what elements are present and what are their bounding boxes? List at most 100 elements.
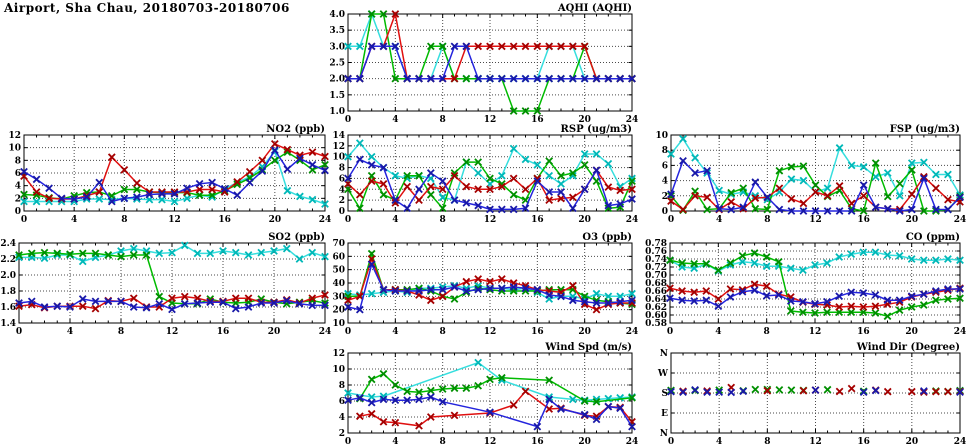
data-point-marker [220,184,229,193]
x-tick-label: 24 [626,115,639,125]
data-point-marker [170,197,179,206]
data-point-marker [321,200,329,208]
data-point-marker [168,305,176,314]
data-point-marker [568,169,577,177]
data-point-marker [391,381,400,389]
data-point-marker [751,204,760,213]
data-point-marker [391,10,400,18]
data-point-marker [438,292,447,301]
data-point-marker [944,205,952,214]
data-point-marker [715,388,724,396]
x-tick-label: 0 [345,327,351,337]
y-tick-label: 6 [339,174,345,184]
x-tick-label: 12 [166,327,179,337]
data-point-marker [367,260,376,269]
plot-frame [670,134,961,212]
data-point-marker [129,303,138,311]
data-point-marker [859,388,868,396]
data-point-marker [509,107,518,115]
data-point-marker [40,254,49,263]
data-point-marker [895,251,904,260]
data-point-marker [282,244,291,253]
data-point-marker [450,171,459,180]
data-point-marker [426,74,435,83]
data-point-marker [117,247,125,255]
data-point-marker [679,156,687,165]
data-point-marker [823,184,832,193]
data-point-marker [762,282,771,291]
data-point-marker [568,74,577,83]
data-point-marker [438,193,447,202]
data-point-marker [883,169,892,177]
data-point-marker [726,293,735,301]
data-point-marker [379,42,388,51]
data-point-marker [616,404,625,413]
y-tick-label: 2 [339,429,345,439]
data-point-marker [462,42,471,51]
data-point-marker [592,289,601,298]
data-point-marker [107,197,116,206]
data-point-marker [715,204,724,213]
data-point-marker [486,74,494,83]
data-point-marker [907,303,916,311]
x-tick-label: 24 [319,215,332,225]
data-point-marker [907,166,916,174]
data-point-marker [486,408,494,417]
data-point-marker [355,190,364,199]
data-point-marker [847,161,856,170]
series-blue [344,42,636,83]
data-point-marker [871,386,880,395]
data-point-marker [811,309,819,317]
data-point-marker [557,42,565,51]
data-point-marker [859,191,868,200]
y-tick-label: 4 [15,182,21,192]
data-point-marker [932,205,940,214]
y-tick-label: 6 [339,397,345,407]
series-blue [344,155,636,214]
panel-o3: 0 4 8 12 16 20 24 10 20 30 40 50 60 70 O3 (ppb) [332,232,638,337]
data-point-marker [158,190,166,198]
y-tick-label: 8 [339,164,345,174]
x-tick-label: 4 [392,327,398,337]
data-point-marker [762,262,771,271]
data-point-marker [367,160,376,169]
data-point-marker [403,182,412,191]
x-tick-label: 4 [716,437,722,447]
data-point-marker [628,177,636,186]
data-point-marker [91,304,100,313]
data-point-marker [244,251,253,259]
data-point-marker [545,196,554,205]
data-point-marker [509,74,518,83]
data-point-marker [509,205,518,214]
data-point-marker [104,297,113,306]
data-point-marker [628,289,636,298]
data-point-marker [257,248,266,257]
data-point-marker [944,170,952,179]
data-point-marker [168,299,176,307]
series-blue [667,156,964,215]
data-point-marker [245,167,254,176]
data-point-marker [27,249,36,258]
data-point-marker [308,160,317,169]
data-point-marker [219,247,227,255]
data-point-marker [799,162,808,171]
data-point-marker [859,289,868,297]
data-point-marker [438,385,447,393]
data-point-marker [919,301,928,309]
data-point-marker [847,308,856,317]
data-point-marker [486,205,494,214]
x-tick-label: 12 [484,327,497,337]
data-point-marker [120,194,129,203]
x-tick-label: 0 [345,115,351,125]
data-point-marker [667,150,675,158]
y-tick-label: 10 [332,153,345,163]
data-point-marker [604,402,613,411]
data-point-marker [344,152,352,161]
data-point-marker [95,195,104,203]
data-point-marker [117,297,125,306]
data-point-marker [907,159,916,167]
data-point-marker [462,277,471,286]
data-point-marker [714,302,723,311]
data-point-marker [321,252,329,261]
